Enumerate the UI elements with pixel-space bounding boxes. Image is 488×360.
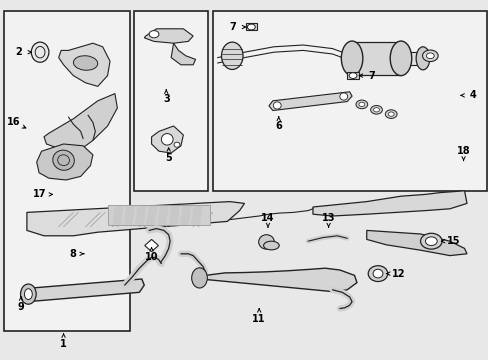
- Ellipse shape: [53, 150, 74, 170]
- Polygon shape: [245, 23, 256, 30]
- Ellipse shape: [221, 42, 243, 69]
- Polygon shape: [144, 239, 158, 252]
- Polygon shape: [168, 206, 180, 225]
- Ellipse shape: [339, 93, 347, 100]
- Polygon shape: [151, 126, 183, 153]
- Polygon shape: [123, 206, 135, 225]
- Text: 5: 5: [165, 153, 172, 163]
- Text: 15: 15: [446, 236, 460, 246]
- Polygon shape: [268, 92, 351, 111]
- Polygon shape: [312, 191, 466, 216]
- Polygon shape: [37, 144, 93, 180]
- Ellipse shape: [373, 108, 379, 112]
- Polygon shape: [27, 202, 244, 236]
- Text: 6: 6: [275, 121, 282, 131]
- Bar: [351, 42, 400, 75]
- Ellipse shape: [161, 134, 173, 145]
- Ellipse shape: [355, 100, 367, 109]
- Ellipse shape: [31, 42, 49, 62]
- Ellipse shape: [387, 112, 393, 116]
- Polygon shape: [366, 230, 466, 256]
- Text: 13: 13: [321, 213, 335, 223]
- Text: 4: 4: [469, 90, 476, 100]
- Polygon shape: [180, 206, 191, 225]
- Text: 7: 7: [367, 71, 374, 81]
- Ellipse shape: [73, 56, 98, 70]
- Text: 9: 9: [18, 302, 24, 312]
- Ellipse shape: [20, 284, 36, 304]
- Ellipse shape: [415, 47, 429, 70]
- Ellipse shape: [191, 268, 207, 288]
- Text: 16: 16: [7, 117, 20, 127]
- Bar: [134, 11, 207, 191]
- Text: 18: 18: [456, 146, 469, 156]
- Ellipse shape: [149, 31, 159, 38]
- Ellipse shape: [263, 241, 279, 250]
- Polygon shape: [195, 268, 356, 292]
- Polygon shape: [346, 72, 359, 79]
- Polygon shape: [112, 206, 123, 225]
- Text: 11: 11: [252, 314, 265, 324]
- Ellipse shape: [247, 24, 255, 30]
- Ellipse shape: [348, 73, 356, 78]
- Text: 10: 10: [144, 252, 158, 262]
- Ellipse shape: [24, 289, 32, 300]
- Ellipse shape: [258, 235, 274, 249]
- Ellipse shape: [372, 269, 382, 278]
- Ellipse shape: [273, 102, 281, 109]
- Ellipse shape: [425, 237, 436, 246]
- Polygon shape: [59, 43, 110, 86]
- Polygon shape: [135, 206, 146, 225]
- Polygon shape: [146, 206, 157, 225]
- Ellipse shape: [420, 233, 441, 249]
- Text: 3: 3: [163, 94, 169, 104]
- Bar: [212, 11, 486, 191]
- Ellipse shape: [341, 41, 362, 76]
- Ellipse shape: [367, 266, 387, 282]
- Ellipse shape: [422, 50, 437, 62]
- Ellipse shape: [174, 142, 180, 147]
- Polygon shape: [157, 206, 168, 225]
- Bar: [4, 11, 129, 331]
- Polygon shape: [171, 43, 195, 65]
- Polygon shape: [27, 279, 144, 301]
- Polygon shape: [191, 206, 202, 225]
- Text: 1: 1: [60, 339, 67, 349]
- Ellipse shape: [385, 110, 396, 118]
- Ellipse shape: [426, 53, 433, 59]
- Polygon shape: [144, 29, 193, 43]
- Bar: [107, 205, 210, 225]
- Text: 14: 14: [261, 213, 274, 223]
- Text: 12: 12: [391, 269, 405, 279]
- Ellipse shape: [389, 41, 411, 76]
- Text: 7: 7: [228, 22, 235, 32]
- Bar: [400, 52, 422, 65]
- Text: 2: 2: [15, 47, 22, 57]
- Ellipse shape: [370, 105, 382, 114]
- Text: 8: 8: [69, 249, 76, 259]
- Ellipse shape: [358, 102, 364, 107]
- Text: 17: 17: [33, 189, 47, 199]
- Polygon shape: [44, 94, 117, 149]
